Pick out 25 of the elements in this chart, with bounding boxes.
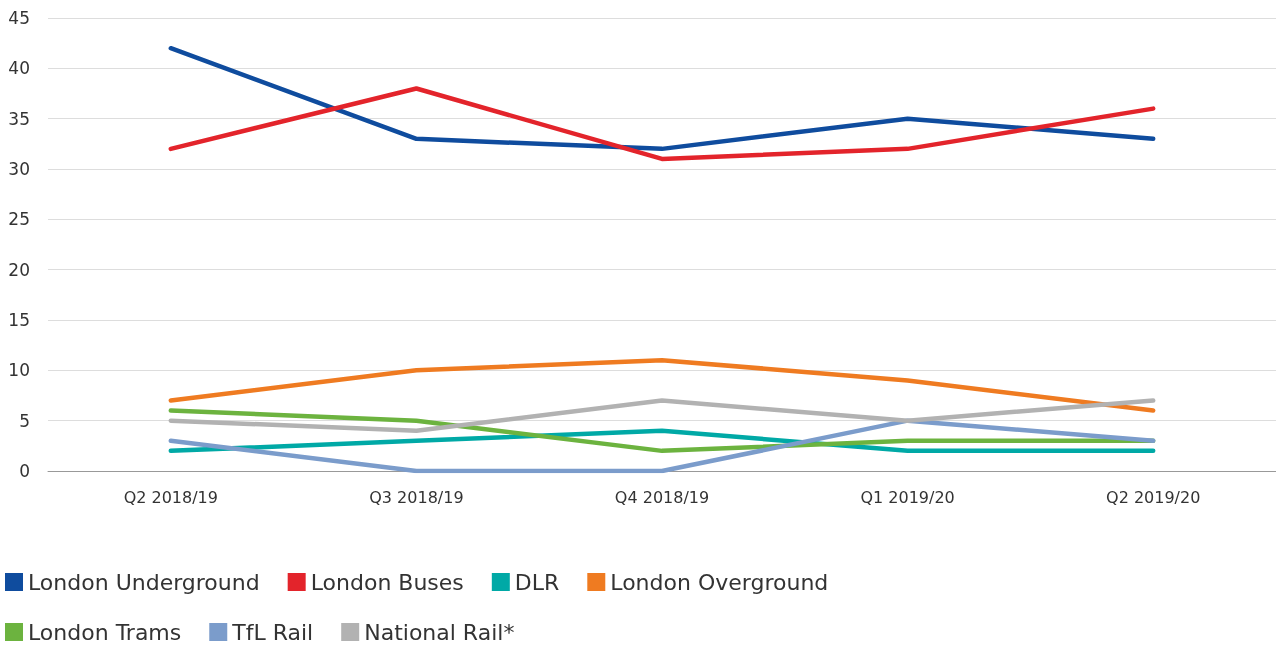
- x-tick-label: Q4 2018/19: [614, 487, 710, 507]
- y-tick-label: 45: [8, 8, 30, 28]
- y-tick-label: 10: [8, 360, 30, 381]
- legend-label: TfL Rail: [231, 619, 314, 645]
- legend-label: London Underground: [28, 569, 260, 595]
- legend-label: London Overground: [610, 569, 829, 595]
- y-tick-label: 5: [19, 410, 30, 431]
- line-series: [168, 358, 1156, 413]
- legend-label: DLR: [514, 569, 560, 595]
- y-tick-label: 30: [8, 159, 30, 179]
- x-tick-label: Q1 2019/20: [860, 487, 955, 507]
- legend-label: London Trams: [28, 619, 182, 645]
- legend-label: London Buses: [310, 569, 464, 595]
- y-tick-label: 35: [8, 108, 30, 129]
- legend-label: National Rail*: [364, 619, 515, 645]
- y-tick-label: 0: [19, 461, 30, 481]
- y-tick-label: 15: [8, 310, 30, 330]
- x-tick-label: Q2 2018/19: [123, 487, 218, 507]
- y-tick-label: 40: [8, 58, 30, 79]
- y-tick-label: 25: [8, 209, 30, 230]
- y-tick-label: 20: [8, 259, 30, 280]
- line-series: [168, 86, 1156, 162]
- x-tick-label: Q3 2018/19: [369, 487, 464, 507]
- line-series: [168, 45, 1156, 152]
- x-tick-label: Q2 2019/20: [1106, 487, 1201, 507]
